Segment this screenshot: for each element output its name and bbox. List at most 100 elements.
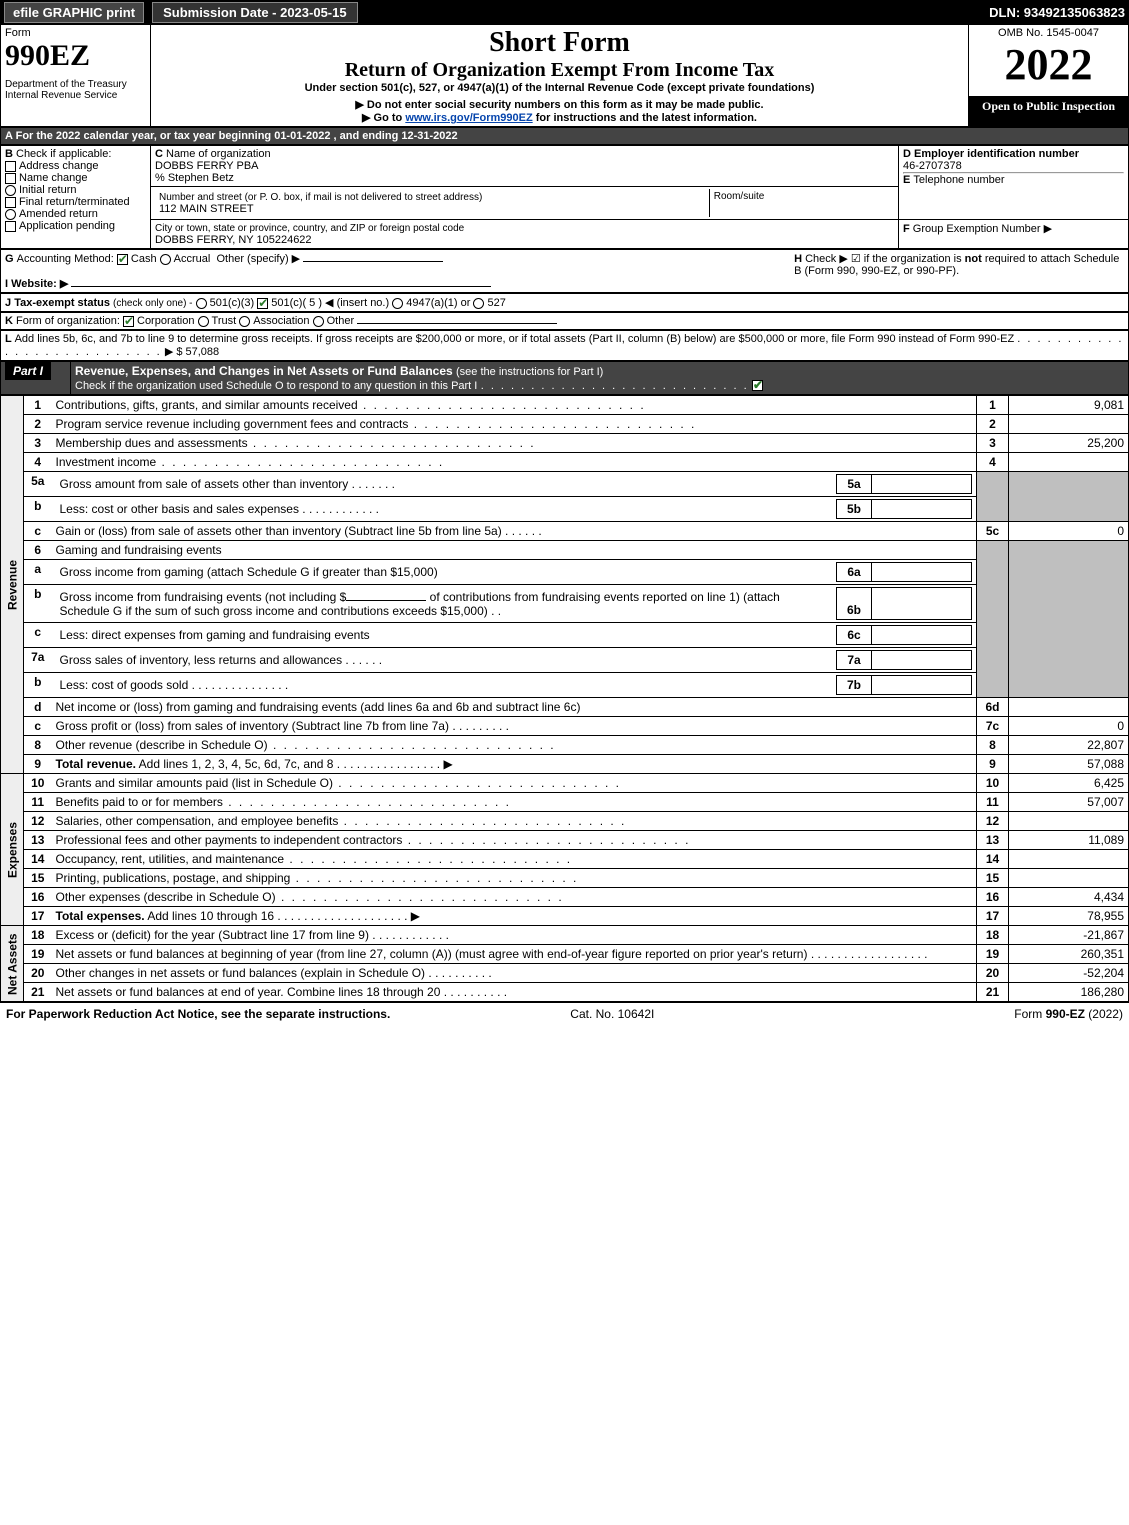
l5a-num: 5a bbox=[24, 472, 52, 497]
street-label: Number and street (or P. O. box, if mail… bbox=[159, 192, 482, 203]
l20-desc: Other changes in net assets or fund bala… bbox=[56, 966, 426, 980]
l6c-ibox: 6c bbox=[837, 626, 872, 645]
l16-val: 4,434 bbox=[1009, 888, 1129, 907]
l9-arrow: ▶ bbox=[443, 757, 452, 771]
chk-assoc[interactable] bbox=[239, 316, 250, 327]
chk-501c3[interactable] bbox=[196, 298, 207, 309]
chk-4947[interactable] bbox=[392, 298, 403, 309]
l7c-val: 0 bbox=[1009, 717, 1129, 736]
l8-desc: Other revenue (describe in Schedule O) bbox=[56, 738, 268, 752]
l14-box: 14 bbox=[977, 850, 1009, 869]
l15-num: 15 bbox=[24, 869, 52, 888]
l14-val bbox=[1009, 850, 1129, 869]
l10-box: 10 bbox=[977, 774, 1009, 793]
chk-corp[interactable] bbox=[123, 316, 134, 327]
part-i-title: Revenue, Expenses, and Changes in Net As… bbox=[75, 364, 453, 378]
l19-desc: Net assets or fund balances at beginning… bbox=[56, 947, 808, 961]
l1-num: 1 bbox=[24, 396, 52, 415]
ein: 46-2707378 bbox=[903, 160, 962, 172]
tax-year: 2022 bbox=[973, 39, 1124, 90]
l4-val bbox=[1009, 453, 1129, 472]
l9-val: 57,088 bbox=[1009, 755, 1129, 774]
footer-right-pre: Form bbox=[1014, 1007, 1045, 1021]
l7a-num: 7a bbox=[24, 648, 52, 673]
chk-final[interactable] bbox=[5, 197, 16, 208]
room-label: Room/suite bbox=[709, 189, 894, 217]
chk-527[interactable] bbox=[473, 298, 484, 309]
l17-box: 17 bbox=[977, 907, 1009, 926]
e-label: Telephone number bbox=[913, 174, 1004, 186]
l7b-num: b bbox=[24, 673, 52, 698]
b-label: Check if applicable: bbox=[16, 148, 111, 160]
website-field bbox=[71, 286, 491, 287]
goto-pre: ▶ Go to bbox=[362, 112, 405, 124]
efile-header: efile GRAPHIC print Submission Date - 20… bbox=[0, 0, 1129, 24]
opt-name: Name change bbox=[19, 172, 88, 184]
l17-desc: Total expenses. bbox=[56, 909, 145, 923]
l5c-val: 0 bbox=[1009, 522, 1129, 541]
l17-arrow: ▶ bbox=[411, 909, 420, 923]
chk-other-org[interactable] bbox=[313, 316, 324, 327]
l8-num: 8 bbox=[24, 736, 52, 755]
chk-name[interactable] bbox=[5, 173, 16, 184]
irs: Internal Revenue Service bbox=[5, 90, 146, 101]
l14-num: 14 bbox=[24, 850, 52, 869]
chk-accrual[interactable] bbox=[160, 254, 171, 265]
short-form-title: Short Form bbox=[155, 27, 964, 59]
org-name: DOBBS FERRY PBA bbox=[155, 160, 259, 172]
chk-pending[interactable] bbox=[5, 221, 16, 232]
l5b-ibox: 5b bbox=[837, 500, 872, 519]
part-i-table: Revenue 1 Contributions, gifts, grants, … bbox=[0, 395, 1129, 1002]
l21-desc: Net assets or fund balances at end of ye… bbox=[56, 985, 441, 999]
title-block: Form 990EZ Department of the Treasury In… bbox=[0, 24, 1129, 127]
l11-box: 11 bbox=[977, 793, 1009, 812]
l6d-box: 6d bbox=[977, 698, 1009, 717]
chk-trust[interactable] bbox=[198, 316, 209, 327]
street: 112 MAIN STREET bbox=[159, 203, 254, 215]
l18-num: 18 bbox=[24, 926, 52, 945]
chk-amended[interactable] bbox=[5, 209, 16, 220]
l6a-num: a bbox=[24, 560, 52, 585]
l13-val: 11,089 bbox=[1009, 831, 1129, 850]
l6d-desc: Net income or (loss) from gaming and fun… bbox=[56, 700, 581, 714]
footer-right-bold: 990-EZ bbox=[1046, 1007, 1085, 1021]
g-label: Accounting Method: bbox=[17, 253, 114, 265]
chk-schedule-o[interactable] bbox=[752, 380, 763, 391]
expenses-side: Expenses bbox=[1, 774, 24, 926]
l6c-num: c bbox=[24, 623, 52, 648]
irs-link[interactable]: www.irs.gov/Form990EZ bbox=[405, 112, 532, 124]
opt-assoc: Association bbox=[253, 315, 309, 327]
l5c-desc: Gain or (loss) from sale of assets other… bbox=[56, 524, 502, 538]
efile-print-button[interactable]: efile GRAPHIC print bbox=[4, 2, 144, 23]
l21-box: 21 bbox=[977, 983, 1009, 1002]
l11-val: 57,007 bbox=[1009, 793, 1129, 812]
f-label: Group Exemption Number ▶ bbox=[913, 223, 1052, 235]
l6d-num: d bbox=[24, 698, 52, 717]
l20-box: 20 bbox=[977, 964, 1009, 983]
l15-val bbox=[1009, 869, 1129, 888]
h-text: Check ▶ ☑ if the organization is bbox=[805, 253, 965, 265]
l2-desc: Program service revenue including govern… bbox=[56, 417, 409, 431]
page-footer: For Paperwork Reduction Act Notice, see … bbox=[0, 1002, 1129, 1025]
l21-num: 21 bbox=[24, 983, 52, 1002]
l1-box: 1 bbox=[977, 396, 1009, 415]
l7a-ibox: 7a bbox=[837, 651, 872, 670]
l5a-desc: Gross amount from sale of assets other t… bbox=[60, 477, 349, 491]
l6a-ibox: 6a bbox=[837, 563, 872, 582]
l11-desc: Benefits paid to or for members bbox=[56, 795, 223, 809]
l9-num: 9 bbox=[24, 755, 52, 774]
chk-501c[interactable] bbox=[257, 298, 268, 309]
l16-box: 16 bbox=[977, 888, 1009, 907]
l17-desc2: Add lines 10 through 16 bbox=[145, 909, 274, 923]
chk-cash[interactable] bbox=[117, 254, 128, 265]
l17-num: 17 bbox=[24, 907, 52, 926]
chk-address[interactable] bbox=[5, 161, 16, 172]
opt-corp: Corporation bbox=[137, 315, 194, 327]
l14-desc: Occupancy, rent, utilities, and maintena… bbox=[56, 852, 285, 866]
part-i-check: Check if the organization used Schedule … bbox=[75, 380, 477, 392]
submission-date: Submission Date - 2023-05-15 bbox=[152, 2, 358, 23]
chk-initial[interactable] bbox=[5, 185, 16, 196]
opt-527: 527 bbox=[487, 297, 505, 309]
l11-num: 11 bbox=[24, 793, 52, 812]
l5b-desc: Less: cost or other basis and sales expe… bbox=[60, 502, 299, 516]
